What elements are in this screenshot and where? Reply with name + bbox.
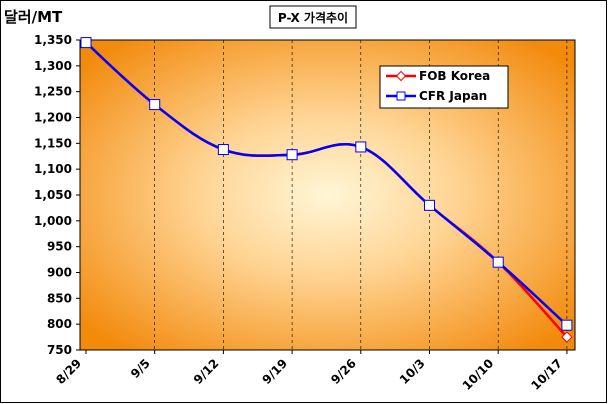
point-cfr-japan <box>492 256 504 268</box>
point-cfr-japan <box>424 199 435 211</box>
point-cfr-japan <box>286 149 298 161</box>
y-tick-label: 1,200 <box>34 111 72 125</box>
legend-marker-fob-korea <box>395 70 407 82</box>
legend-marker-cfr-japan <box>396 91 406 101</box>
y-tick-label: 1,150 <box>34 136 72 150</box>
point-cfr-japan <box>80 37 92 49</box>
y-tick-label: 950 <box>47 240 72 254</box>
point-cfr-japan <box>355 141 367 153</box>
title-box <box>269 5 357 29</box>
legend: FOB Korea CFR Japan <box>379 65 509 109</box>
y-tick-label: 800 <box>47 317 72 331</box>
point-cfr-japan <box>149 99 161 111</box>
chart-title: P-X 가격추이 <box>278 10 348 25</box>
y-tick-label: 850 <box>47 291 72 305</box>
y-tick-label: 1,100 <box>34 162 72 176</box>
legend-label-fob-korea: FOB Korea <box>419 69 490 83</box>
y-tick-label: 1,000 <box>34 214 72 228</box>
y-tick-label: 1,350 <box>34 33 72 47</box>
y-tick-label: 750 <box>47 343 72 357</box>
y-tick-label: 1,250 <box>34 85 72 99</box>
point-fob-korea <box>561 331 573 343</box>
y-tick-label: 900 <box>47 266 72 280</box>
grid-lines <box>154 40 568 350</box>
y-axis-label: 달러/MT <box>4 8 63 26</box>
point-cfr-japan <box>217 144 229 156</box>
y-axis-tick-labels: 750 800 850 900 950 1,000 1,050 1,100 1,150 1,200… <box>34 33 80 357</box>
y-tick-label: 1,050 <box>34 188 72 202</box>
legend-label-cfr-japan: CFR Japan <box>419 89 487 103</box>
y-tick-label: 1,300 <box>34 59 72 73</box>
series-layer <box>80 36 573 343</box>
point-cfr-japan <box>561 319 573 331</box>
